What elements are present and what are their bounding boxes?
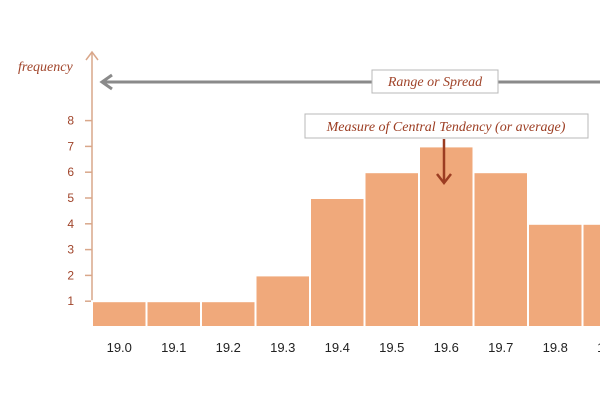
x-tick-label: 19.4 — [325, 340, 350, 355]
x-tick-label: 19.3 — [270, 340, 295, 355]
y-tick-label: 7 — [67, 139, 74, 153]
central-label: Measure of Central Tendency (or average) — [326, 120, 566, 135]
x-tick-label: 19.9 — [597, 340, 600, 355]
range-arrowhead — [99, 73, 113, 91]
range-label: Range or Spread — [387, 75, 483, 90]
central-label-box — [304, 113, 589, 139]
range-label-box — [371, 69, 499, 94]
x-tick-label: 19.7 — [488, 340, 513, 355]
bar-19.9 — [581, 222, 600, 328]
x-tick-label: 19.5 — [379, 340, 404, 355]
x-tick-label: 19.6 — [434, 340, 459, 355]
y-tick-label: 2 — [67, 268, 74, 282]
x-tick-label: 19.2 — [216, 340, 241, 355]
bar-19.2 — [200, 300, 257, 329]
y-tick-label: 8 — [67, 114, 74, 128]
x-labels: 19.0 19.1 19.2 19.3 19.4 19.5 19.6 19.7 19.8 19.9 — [107, 340, 600, 355]
bar-19.5 — [363, 171, 420, 328]
central-arrowhead — [436, 173, 452, 186]
bar-19.8 — [527, 222, 584, 328]
x-tick-label: 19.0 — [107, 340, 132, 355]
bar-19.0 — [91, 300, 148, 329]
x-tick-label: 19.8 — [543, 340, 568, 355]
bar-19.1 — [145, 300, 202, 329]
y-ticks: 1 2 3 4 5 6 7 8 — [67, 114, 92, 308]
y-tick-label: 5 — [67, 191, 74, 205]
bar-19.3 — [254, 274, 311, 328]
y-tick-label: 3 — [67, 243, 74, 257]
y-tick-label: 1 — [67, 294, 74, 308]
range-annotation: Range or Spread — [99, 69, 600, 94]
y-axis-title: frequency — [18, 60, 73, 75]
y-axis-arrowhead — [85, 50, 99, 61]
bar-19.6 — [418, 145, 475, 328]
bars — [91, 145, 600, 329]
x-tick-label: 19.1 — [161, 340, 186, 355]
bar-19.4 — [309, 197, 366, 328]
bar-19.7 — [472, 171, 529, 328]
central-tendency-annotation: Measure of Central Tendency (or average) — [304, 113, 589, 186]
y-tick-label: 6 — [67, 165, 74, 179]
y-tick-label: 4 — [67, 217, 74, 231]
